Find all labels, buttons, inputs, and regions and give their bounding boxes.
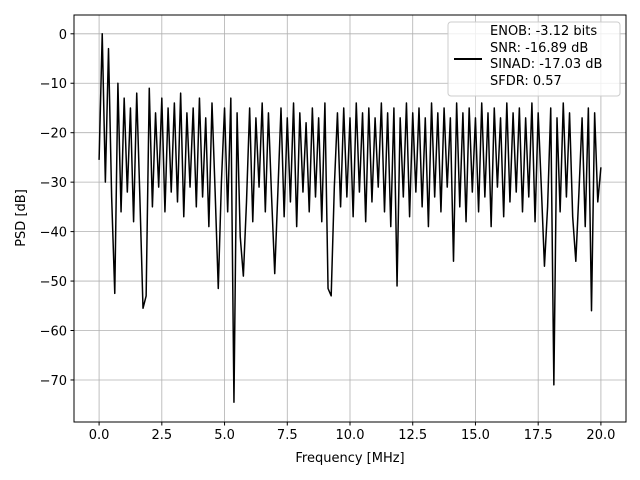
x-tick-label: 7.5 (277, 428, 298, 443)
legend-label: ENOB: -3.12 bits SNR: -16.89 dB SINAD: -… (490, 24, 603, 89)
y-tick-label: 0 (59, 28, 67, 43)
y-tick-label: −30 (40, 176, 67, 191)
y-tick-label: −70 (40, 374, 67, 389)
x-tick-label: 20.0 (586, 428, 615, 443)
x-tick-label: 2.5 (151, 428, 172, 443)
legend-label-box: ENOB: -3.12 bits SNR: -16.89 dB SINAD: -… (490, 24, 603, 89)
ticks: 0.0 2.5 5.0 7.5 10.0 12.5 15.0 17.5 20.0 0 −10 −20 −… (40, 28, 616, 443)
y-tick-label: −60 (40, 325, 67, 340)
y-axis-label: PSD [dB] (14, 189, 29, 247)
x-tick-label: 15.0 (461, 428, 490, 443)
x-tick-label: 0.0 (89, 428, 110, 443)
y-tick-label: −50 (40, 275, 67, 290)
y-tick-label: −40 (40, 226, 67, 241)
x-axis-label: Frequency [MHz] (295, 451, 404, 466)
legend-box (447, 21, 621, 97)
legend: ENOB: -3.12 bits SNR: -16.89 dB SINAD: -… (447, 21, 621, 97)
y-tick-label: −20 (40, 127, 67, 142)
x-tick-label: 17.5 (524, 428, 553, 443)
y-tick-label: −10 (40, 77, 67, 92)
psd-line (98, 33, 602, 403)
x-tick-label: 10.0 (336, 428, 365, 443)
x-tick-label: 12.5 (398, 428, 427, 443)
x-tick-label: 5.0 (214, 428, 235, 443)
plot-area (98, 33, 602, 403)
